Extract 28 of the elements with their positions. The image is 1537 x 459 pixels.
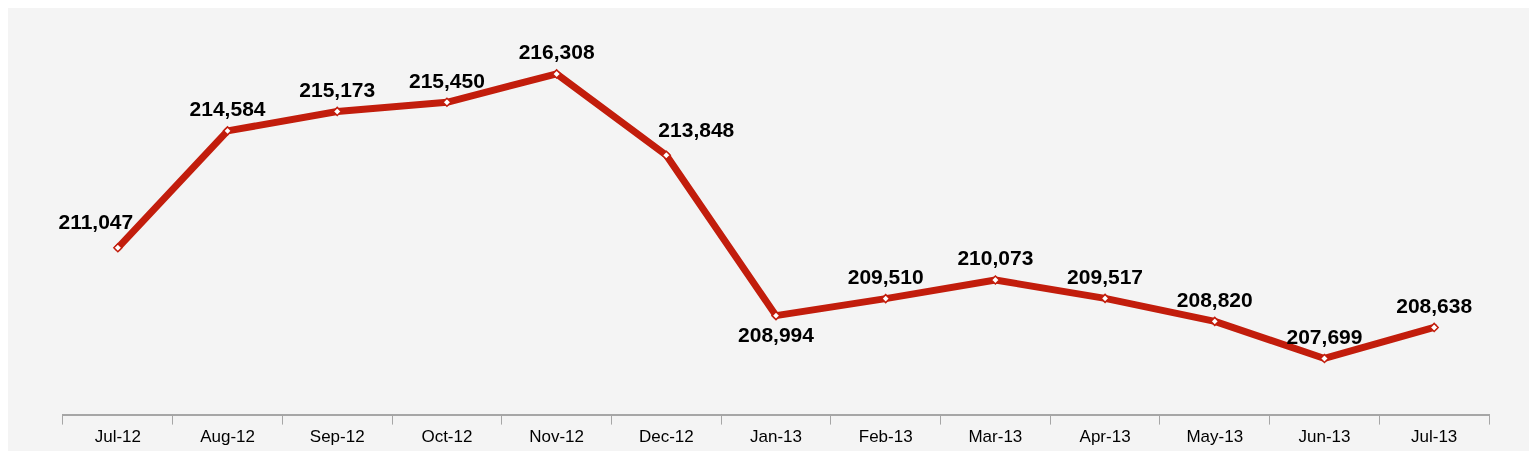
data-label: 208,994 xyxy=(738,322,815,346)
x-tick-label: Jan-13 xyxy=(750,427,802,447)
data-label: 210,073 xyxy=(957,246,1034,270)
data-label: 216,308 xyxy=(518,40,595,64)
point xyxy=(113,243,123,253)
data-label: 211,047 xyxy=(58,210,134,234)
x-tick-label: Mar-13 xyxy=(968,427,1023,447)
x-tick-label: Feb-13 xyxy=(858,427,913,447)
x-tick-label: May-13 xyxy=(1186,427,1244,447)
data-label: 214,584 xyxy=(189,97,266,121)
x-tick-label: Jun-13 xyxy=(1298,427,1351,447)
data-label: 209,517 xyxy=(1067,264,1144,288)
data-label: 208,820 xyxy=(1176,287,1253,311)
x-tick-label: Apr-13 xyxy=(1079,427,1131,447)
data-label: 215,450 xyxy=(408,68,485,92)
x-tick-label: Jul-13 xyxy=(1411,427,1458,447)
data-label: 208,638 xyxy=(1396,293,1473,317)
x-tick-label: Oct-12 xyxy=(421,427,473,447)
x-tick-label: Sep-12 xyxy=(309,427,365,447)
data-label: 215,173 xyxy=(299,77,376,101)
data-label: 207,699 xyxy=(1286,324,1363,348)
data-label: 209,510 xyxy=(847,264,924,288)
point xyxy=(661,150,672,160)
x-tick-label: Dec-12 xyxy=(638,427,694,447)
x-tick-label: Aug-12 xyxy=(200,427,255,447)
data-label: 213,848 xyxy=(658,117,735,141)
x-tick-label: Jul-12 xyxy=(94,427,141,447)
x-tick-label: Nov-12 xyxy=(529,427,585,447)
